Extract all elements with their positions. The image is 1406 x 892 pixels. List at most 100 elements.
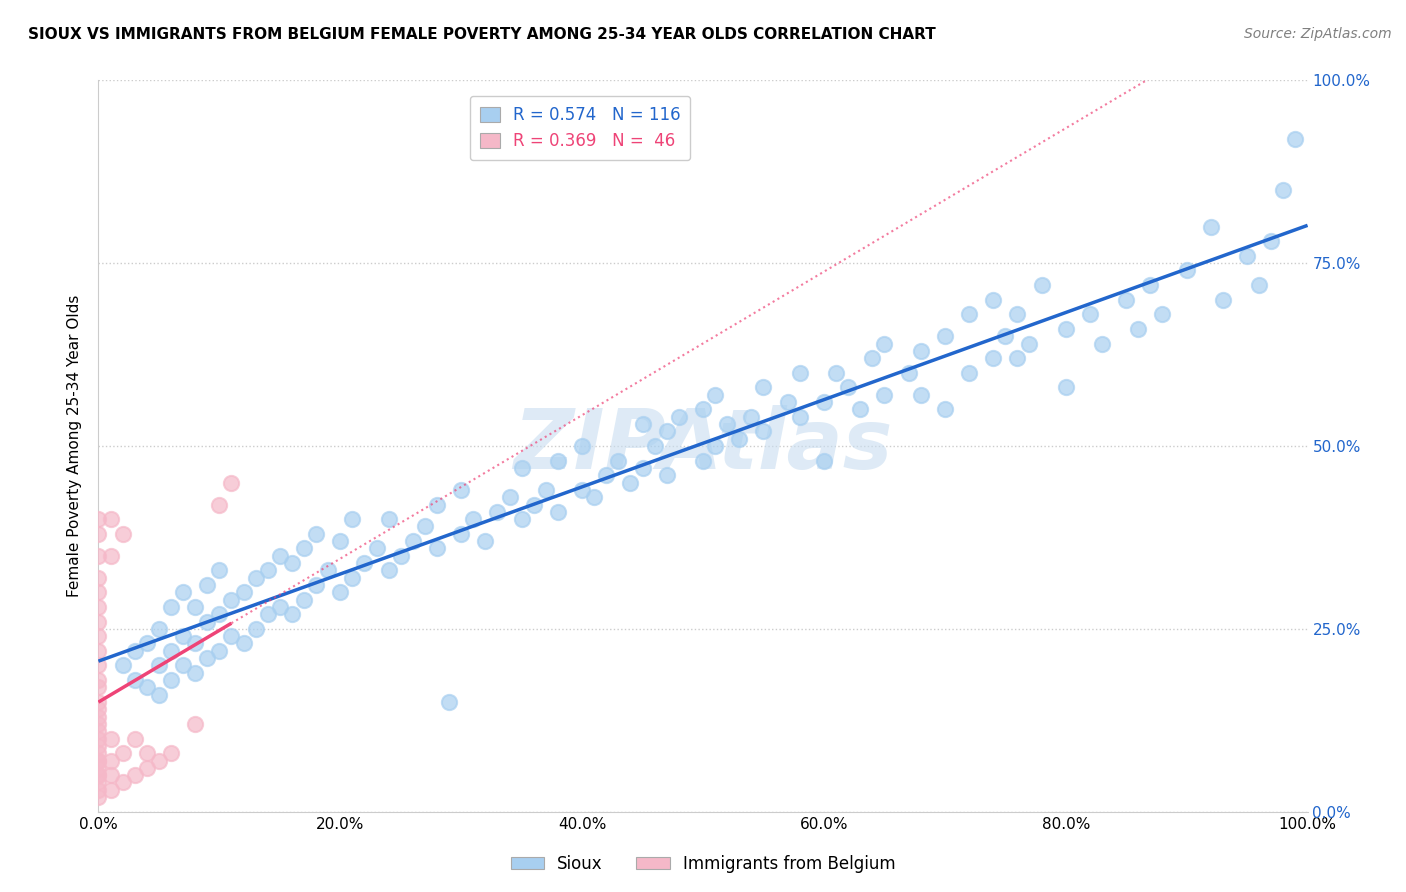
Point: [450, 483, 472, 497]
Point: [510, 461, 533, 475]
Point: [1128, 322, 1150, 336]
Point: [752, 425, 775, 439]
Point: [934, 402, 956, 417]
Point: [160, 673, 183, 687]
Point: [124, 731, 146, 746]
Point: [547, 453, 569, 467]
Point: [498, 490, 520, 504]
Point: [87, 512, 110, 526]
Point: [111, 658, 134, 673]
Point: [148, 658, 170, 673]
Point: [776, 395, 799, 409]
Point: [571, 483, 593, 497]
Text: Source: ZipAtlas.com: Source: ZipAtlas.com: [1244, 27, 1392, 41]
Point: [716, 417, 738, 431]
Point: [692, 453, 714, 467]
Point: [1175, 263, 1198, 277]
Point: [281, 556, 304, 570]
Point: [692, 402, 714, 417]
Point: [221, 475, 243, 490]
Point: [172, 585, 194, 599]
Point: [232, 585, 254, 599]
Point: [631, 417, 654, 431]
Point: [100, 731, 122, 746]
Text: ZIPAtlas: ZIPAtlas: [513, 406, 893, 486]
Point: [1007, 307, 1029, 321]
Point: [135, 746, 157, 760]
Point: [245, 571, 267, 585]
Point: [148, 754, 170, 768]
Point: [342, 512, 364, 526]
Point: [583, 490, 606, 504]
Point: [873, 336, 896, 351]
Point: [148, 688, 170, 702]
Point: [1272, 183, 1295, 197]
Point: [232, 636, 254, 650]
Point: [704, 388, 727, 402]
Point: [510, 512, 533, 526]
Point: [474, 534, 496, 549]
Point: [221, 629, 243, 643]
Point: [111, 775, 134, 789]
Legend: R = 0.574   N = 116, R = 0.369   N =  46: R = 0.574 N = 116, R = 0.369 N = 46: [470, 96, 690, 161]
Legend: Sioux, Immigrants from Belgium: Sioux, Immigrants from Belgium: [503, 848, 903, 880]
Point: [160, 599, 183, 614]
Point: [172, 658, 194, 673]
Point: [148, 622, 170, 636]
Point: [256, 563, 278, 577]
Point: [377, 512, 399, 526]
Point: [316, 563, 339, 577]
Point: [873, 388, 896, 402]
Point: [813, 395, 835, 409]
Point: [195, 578, 218, 592]
Point: [87, 644, 110, 658]
Point: [124, 768, 146, 782]
Point: [1236, 249, 1258, 263]
Point: [87, 739, 110, 753]
Point: [994, 329, 1017, 343]
Point: [655, 468, 678, 483]
Point: [353, 556, 375, 570]
Point: [342, 571, 364, 585]
Point: [1152, 307, 1174, 321]
Point: [135, 761, 157, 775]
Point: [607, 453, 630, 467]
Point: [668, 409, 690, 424]
Point: [426, 541, 449, 556]
Point: [1054, 322, 1077, 336]
Point: [450, 526, 472, 541]
Point: [184, 599, 207, 614]
Point: [1031, 278, 1053, 293]
Point: [184, 665, 207, 680]
Point: [87, 599, 110, 614]
Point: [87, 717, 110, 731]
Point: [631, 461, 654, 475]
Point: [437, 695, 460, 709]
Point: [87, 761, 110, 775]
Point: [957, 307, 980, 321]
Point: [87, 585, 110, 599]
Point: [837, 380, 859, 394]
Point: [934, 329, 956, 343]
Point: [292, 592, 315, 607]
Point: [87, 724, 110, 739]
Point: [1091, 336, 1114, 351]
Point: [87, 754, 110, 768]
Point: [87, 526, 110, 541]
Point: [486, 505, 509, 519]
Point: [87, 571, 110, 585]
Point: [619, 475, 641, 490]
Point: [111, 746, 134, 760]
Point: [1018, 336, 1040, 351]
Point: [910, 343, 932, 358]
Point: [329, 585, 352, 599]
Point: [160, 746, 183, 760]
Point: [208, 498, 231, 512]
Point: [245, 622, 267, 636]
Point: [813, 453, 835, 467]
Point: [957, 366, 980, 380]
Point: [292, 541, 315, 556]
Point: [1115, 293, 1137, 307]
Point: [849, 402, 872, 417]
Point: [789, 366, 811, 380]
